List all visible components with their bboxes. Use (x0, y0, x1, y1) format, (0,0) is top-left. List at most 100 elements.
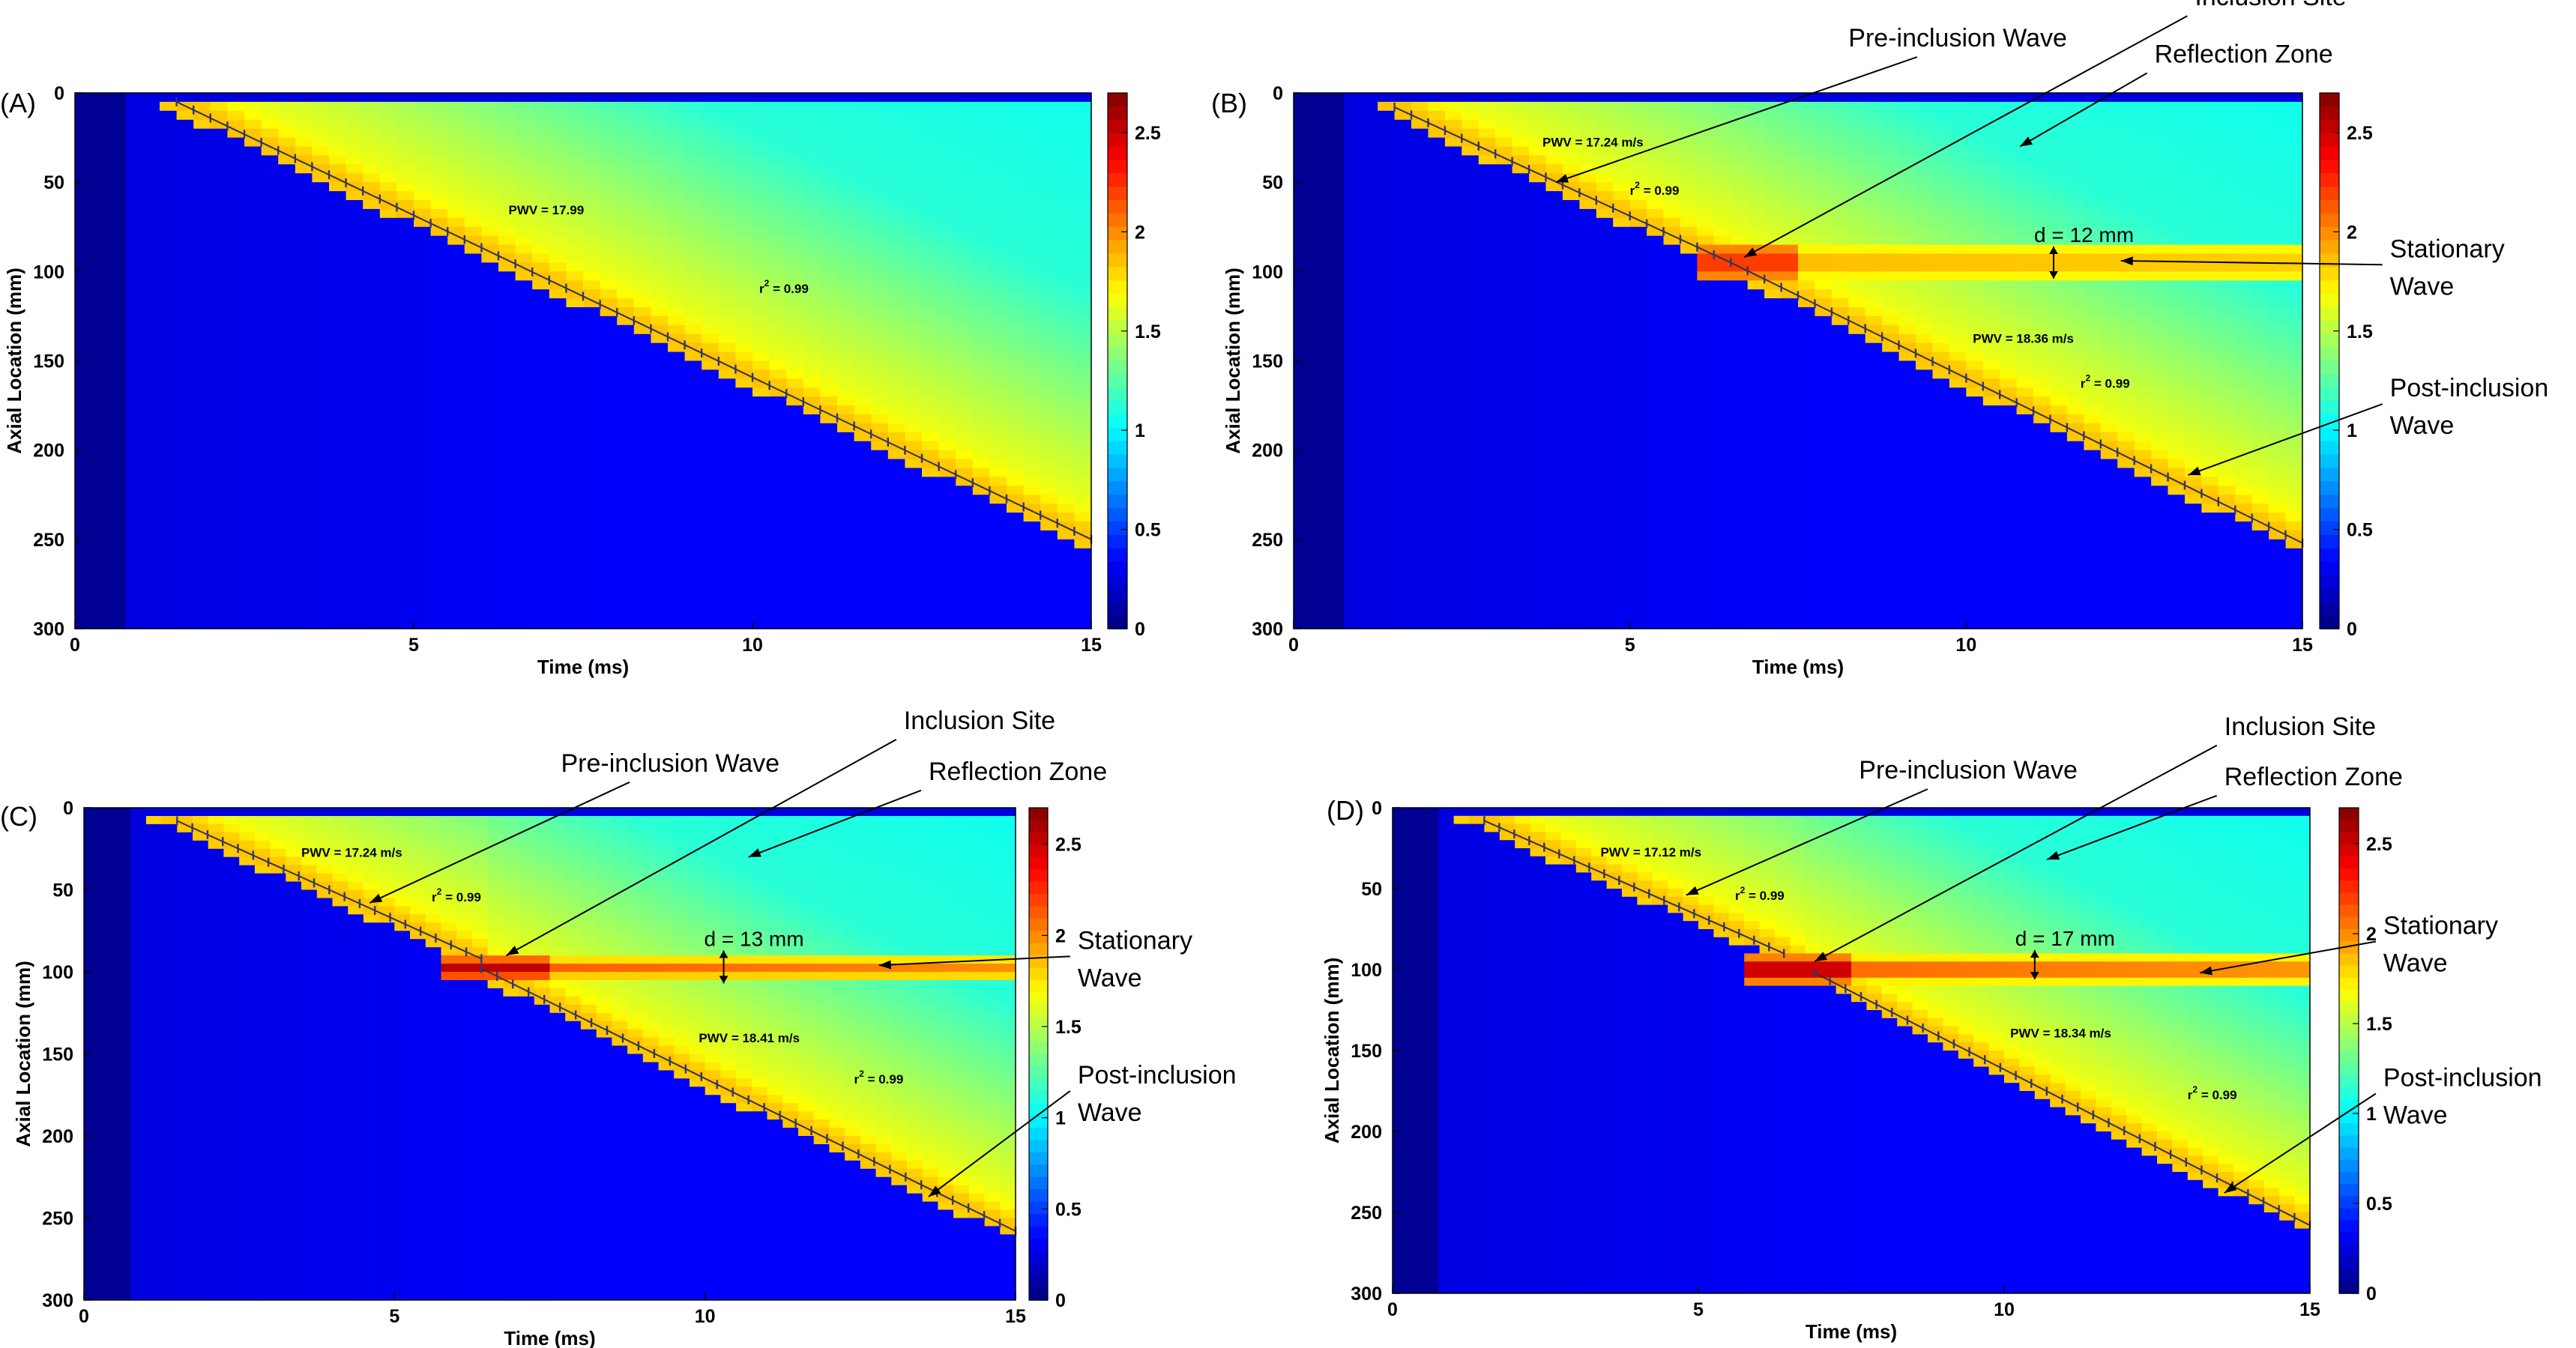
y-tick-label: 100 (42, 962, 73, 983)
y-tick-label: 150 (33, 351, 64, 372)
panel-label: (A) (0, 88, 36, 118)
fit-label: PWV = 18.36 m/s (1973, 332, 2074, 346)
fit-label: PWV = 18.34 m/s (2010, 1027, 2111, 1041)
callout: Pre-inclusion Wave (369, 749, 779, 904)
x-tick-label: 0 (79, 1306, 89, 1327)
callout-label: Inclusion Site (2224, 713, 2376, 741)
callout-label: Wave (1078, 964, 1142, 992)
callout: Inclusion Site (506, 707, 1055, 956)
colorbar-tick-label: 0 (2347, 619, 2357, 640)
x-axis-label: Time (ms) (1752, 656, 1844, 678)
x-axis-label: Time (ms) (537, 656, 629, 678)
callout: Reflection Zone (748, 758, 1107, 858)
x-tick-label: 5 (408, 635, 419, 656)
colorbar-tick-label: 2.5 (2366, 834, 2392, 855)
x-tick-label: 5 (1693, 1299, 1704, 1320)
y-tick-label: 150 (1351, 1041, 1382, 1062)
callout: Reflection Zone (2019, 40, 2333, 148)
y-tick-label: 300 (1351, 1284, 1382, 1305)
x-tick-label: 10 (1994, 1299, 2015, 1320)
fit-label: PWV = 17.12 m/s (1600, 845, 1701, 859)
heatmap (1294, 93, 2302, 629)
y-axis-label: Axial Location (mm) (12, 961, 34, 1146)
y-tick-label: 50 (43, 172, 64, 193)
panel-label: (C) (0, 801, 37, 832)
colorbar-tick-label: 1.5 (1055, 1017, 1082, 1038)
y-tick-label: 0 (54, 83, 64, 104)
x-tick-label: 15 (1081, 635, 1102, 656)
callout: Stationary Wave (2199, 911, 2498, 977)
panel-label: (B) (1211, 88, 1247, 118)
fit-label: r2 = 0.99 (1630, 180, 1680, 198)
x-axis-label: Time (ms) (1806, 1320, 1897, 1343)
colorbar-tick-label: 1 (1055, 1108, 1066, 1129)
y-tick-label: 150 (1252, 351, 1283, 372)
x-tick-label: 15 (2292, 635, 2313, 656)
fit-label: PWV = 18.41 m/s (699, 1031, 800, 1045)
y-tick-label: 200 (1252, 441, 1283, 462)
callout-label: Reflection Zone (929, 758, 1107, 786)
colorbar-tick-label: 0.5 (2347, 520, 2373, 541)
y-tick-label: 0 (1372, 798, 1382, 819)
callout-label: Stationary (2390, 235, 2505, 263)
x-tick-label: 15 (1005, 1306, 1026, 1327)
callout-label: Stationary (2383, 911, 2498, 940)
x-tick-label: 0 (70, 635, 80, 656)
distance-marker: d = 13 mm (705, 928, 804, 984)
x-tick-label: 0 (1387, 1299, 1398, 1320)
y-tick-label: 50 (1361, 879, 1382, 900)
panel-label: (D) (1327, 795, 1364, 826)
callout-label: Post-inclusion (1078, 1061, 1237, 1089)
y-tick-label: 200 (1351, 1122, 1382, 1143)
callout: Post-inclusion Wave (2224, 1064, 2542, 1194)
callout-label: Wave (2390, 411, 2455, 440)
y-tick-label: 0 (63, 798, 73, 819)
distance-label: d = 17 mm (2015, 927, 2115, 950)
colorbar-tick-label: 2.5 (2347, 123, 2373, 144)
colorbar-tick-label: 1.5 (1135, 321, 1161, 342)
heatmap (1393, 808, 2310, 1293)
y-axis-label: Axial Location (mm) (1321, 958, 1343, 1143)
colorbar-tick-label: 0 (2366, 1284, 2377, 1305)
colorbar-tick-label: 1 (2366, 1104, 2377, 1125)
colorbar: 0 0.5 1 1.5 2 2.5 (1107, 92, 1161, 640)
y-tick-label: 250 (1252, 530, 1283, 551)
y-tick-label: 300 (1252, 619, 1283, 640)
colorbar: 0 0.5 1 1.5 2 2.5 (2319, 92, 2373, 640)
callout-label: Wave (2383, 949, 2448, 977)
y-tick-label: 100 (33, 262, 64, 282)
y-tick-label: 50 (1262, 172, 1283, 193)
y-tick-label: 200 (33, 441, 64, 462)
heatmap (84, 808, 1016, 1300)
fit-label: PWV = 17.24 m/s (301, 846, 402, 860)
x-tick-label: 10 (1955, 635, 1976, 656)
colorbar-tick-label: 2.5 (1055, 835, 1082, 856)
callout: Inclusion Site (1743, 0, 2347, 259)
callout-label: Stationary (1078, 926, 1192, 955)
callout-label: Pre-inclusion Wave (561, 749, 779, 778)
colorbar-tick-label: 2 (2366, 924, 2377, 945)
colorbar-tick-label: 1 (2347, 420, 2357, 441)
y-tick-label: 100 (1351, 960, 1382, 981)
callout: Pre-inclusion Wave (1686, 756, 2078, 896)
y-tick-label: 150 (42, 1045, 73, 1066)
callout: Reflection Zone (2046, 763, 2403, 861)
colorbar-tick-label: 1 (1135, 420, 1145, 441)
colorbar-tick-label: 0.5 (1055, 1199, 1082, 1220)
x-tick-label: 5 (389, 1306, 399, 1327)
colorbar-tick-label: 0.5 (2366, 1194, 2392, 1215)
colorbar-tick-label: 2.5 (1135, 123, 1161, 144)
x-tick-label: 10 (695, 1306, 716, 1327)
fit-label: r2 = 0.99 (2188, 1084, 2237, 1102)
heatmap (75, 93, 1091, 629)
y-tick-label: 50 (52, 880, 73, 901)
callout: Pre-inclusion Wave (1555, 24, 2067, 184)
colorbar-tick-label: 0.5 (1135, 520, 1161, 541)
y-axis-label: Axial Location (mm) (1222, 268, 1244, 453)
callout-label: Reflection Zone (2155, 40, 2333, 68)
callout-label: Pre-inclusion Wave (1848, 24, 2067, 52)
callout: Post-inclusion Wave (928, 1061, 1237, 1197)
